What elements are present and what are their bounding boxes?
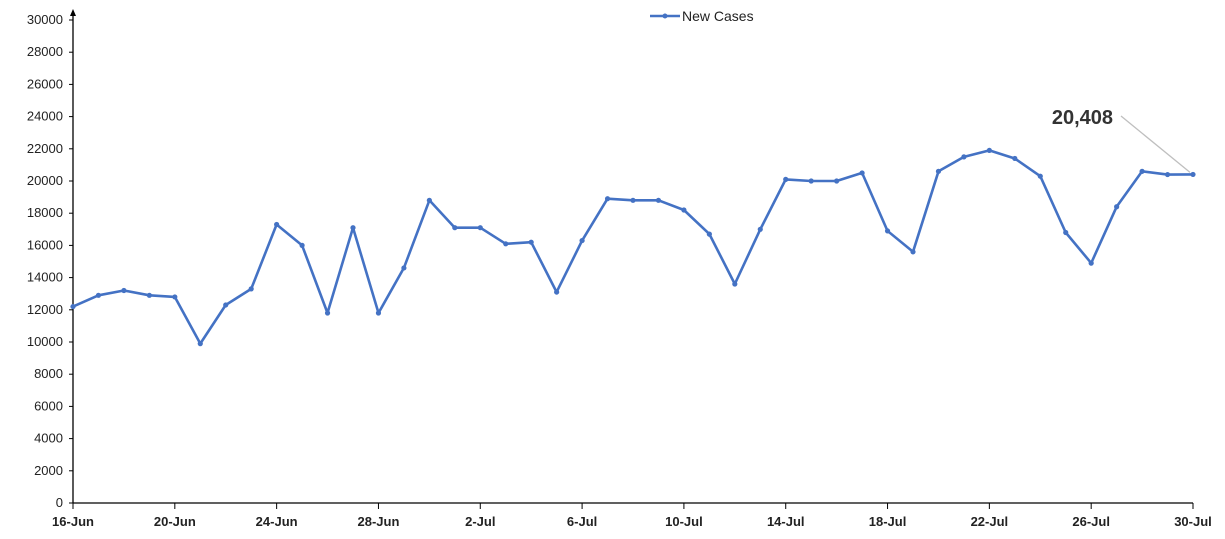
y-tick-label: 28000 — [27, 44, 63, 59]
y-tick-label: 8000 — [34, 366, 63, 381]
y-tick-label: 22000 — [27, 141, 63, 156]
legend-label: New Cases — [682, 8, 754, 24]
x-axis: 16-Jun 20-Jun 24-Jun 28-Jun 2-Jul 6-Jul 10-Jul… — [52, 502, 1212, 529]
y-axis-arrow — [70, 9, 76, 16]
data-point — [757, 226, 763, 232]
value-callout: 20,408 — [1052, 107, 1191, 173]
y-tick-label: 20000 — [27, 173, 63, 188]
x-tick-label: 6-Jul — [567, 514, 597, 529]
x-tick-label: 16-Jun — [52, 514, 94, 529]
data-point — [1114, 204, 1120, 210]
data-point — [1139, 168, 1145, 174]
y-tick-label: 6000 — [34, 398, 63, 413]
x-tick-label: 28-Jun — [358, 514, 400, 529]
x-tick-label: 10-Jul — [665, 514, 703, 529]
data-point — [477, 225, 483, 231]
data-point — [248, 286, 254, 292]
data-point — [350, 225, 356, 231]
data-point — [528, 239, 534, 245]
legend: New Cases — [650, 8, 754, 24]
data-point — [426, 197, 432, 203]
y-tick-label: 0 — [56, 495, 63, 510]
data-point — [808, 178, 814, 184]
data-point — [70, 303, 76, 310]
legend-marker-swatch — [662, 13, 668, 19]
data-point — [859, 170, 865, 176]
data-point — [961, 154, 967, 160]
data-point — [655, 197, 662, 203]
data-point — [554, 289, 560, 295]
data-point — [172, 294, 178, 300]
data-point — [884, 228, 891, 234]
x-tick-label: 24-Jun — [256, 514, 298, 529]
data-point — [1012, 155, 1018, 162]
data-point — [834, 178, 840, 184]
data-point — [146, 292, 152, 298]
y-axis: 0 2000 4000 6000 8000 10000 12000 14000 16000 180… — [27, 9, 76, 510]
data-point — [706, 231, 712, 237]
x-tick-label: 18-Jul — [869, 514, 907, 529]
x-tick-label: 30-Jul — [1174, 514, 1212, 529]
data-point — [299, 242, 305, 248]
series-line-new-cases — [72, 149, 1194, 345]
data-point — [223, 302, 229, 308]
y-tick-label: 16000 — [27, 237, 63, 252]
data-point — [986, 147, 992, 154]
data-point — [401, 265, 407, 271]
data-point — [935, 168, 942, 174]
data-point — [95, 292, 102, 298]
y-tick-label: 12000 — [27, 302, 63, 317]
y-tick-label: 10000 — [27, 334, 63, 349]
data-point — [1164, 171, 1171, 178]
y-tick-label: 24000 — [27, 109, 63, 124]
data-point — [1190, 171, 1196, 178]
callout-leader-line — [1120, 115, 1191, 173]
x-tick-label: 26-Jul — [1072, 514, 1110, 529]
data-point — [630, 197, 636, 203]
y-tick-label: 26000 — [27, 76, 63, 91]
data-point — [1063, 229, 1069, 236]
data-point — [732, 281, 738, 287]
callout-label: 20,408 — [1052, 107, 1113, 129]
y-tick-label: 2000 — [34, 463, 63, 478]
x-tick-label: 2-Jul — [465, 514, 495, 529]
x-tick-label: 20-Jun — [154, 514, 196, 529]
y-tick-label: 4000 — [34, 431, 63, 446]
data-point — [783, 176, 789, 182]
data-point — [121, 287, 127, 294]
data-point — [579, 237, 585, 244]
series-layer — [70, 147, 1196, 347]
y-tick-label: 30000 — [27, 12, 63, 27]
data-point — [274, 221, 280, 228]
x-tick-label: 14-Jul — [767, 514, 805, 529]
data-point — [1088, 260, 1094, 266]
data-point — [681, 207, 687, 213]
x-tick-label: 22-Jul — [971, 514, 1009, 529]
data-point — [452, 225, 458, 231]
data-point — [604, 196, 611, 202]
data-point — [324, 310, 331, 316]
data-point — [1037, 173, 1043, 179]
data-point — [197, 341, 203, 347]
data-point — [503, 241, 509, 247]
y-tick-label: 18000 — [27, 205, 63, 220]
data-point — [910, 249, 916, 255]
y-tick-label: 14000 — [27, 270, 63, 285]
data-point — [375, 310, 382, 316]
